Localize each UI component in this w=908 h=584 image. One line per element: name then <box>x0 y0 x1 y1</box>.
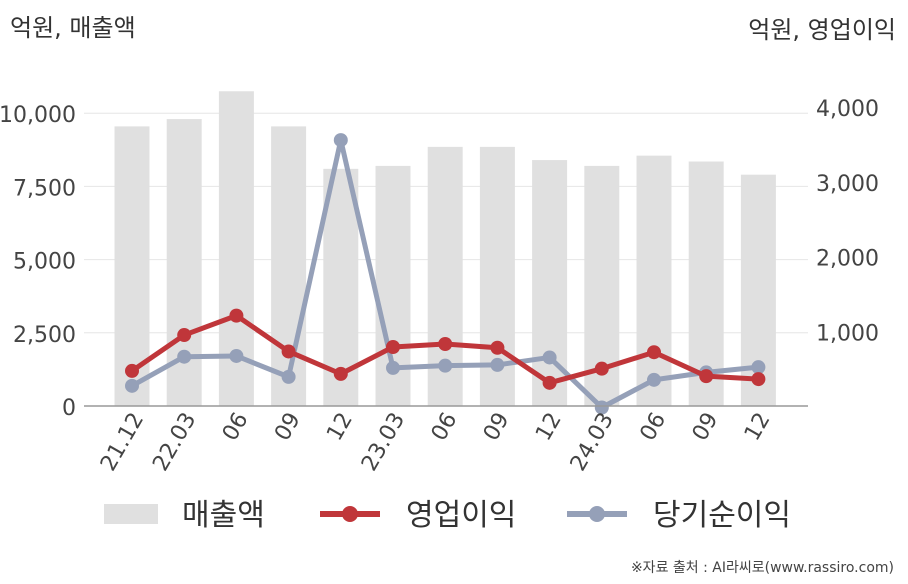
x-tick-label: 09 <box>688 409 724 446</box>
right-tick-label: 4,000 <box>816 97 879 122</box>
legend-marker <box>589 506 605 522</box>
left-tick-label: 2,500 <box>13 323 76 348</box>
bar <box>114 126 150 406</box>
right-axis-title: 억원, 영업이익 <box>748 16 896 44</box>
data-point <box>647 372 661 387</box>
left-tick-label: 10,000 <box>0 103 76 128</box>
x-tick-label: 12 <box>740 409 776 446</box>
data-point <box>438 358 453 373</box>
legend-marker <box>342 506 358 522</box>
data-point <box>125 363 139 378</box>
legend-label: 당기순이익 <box>653 498 791 533</box>
bar <box>688 161 724 406</box>
left-tick-label: 7,500 <box>13 176 76 201</box>
x-tick-label: 09 <box>479 409 515 446</box>
x-tick-label: 06 <box>218 409 254 446</box>
data-point <box>438 337 453 352</box>
source-note: ※자료 출처 : AI라씨로(www.rassiro.com) <box>631 560 894 576</box>
bar <box>271 126 307 406</box>
data-point <box>594 400 609 415</box>
data-point <box>333 133 348 148</box>
data-point <box>125 378 139 393</box>
x-tick-label: 22.03 <box>148 409 201 476</box>
left-tick-label: 0 <box>62 396 76 421</box>
x-tick-label: 06 <box>636 409 672 446</box>
legend-swatch <box>104 504 158 524</box>
line-series <box>125 133 766 415</box>
data-point <box>647 345 661 360</box>
x-tick-label: 21.12 <box>96 409 149 476</box>
left-tick-label: 5,000 <box>13 250 76 275</box>
right-tick-label: 1,000 <box>816 321 879 346</box>
right-tick-label: 3,000 <box>816 172 879 197</box>
bar <box>532 160 568 406</box>
data-point <box>542 350 557 365</box>
x-tick-label: 24.03 <box>566 409 619 476</box>
left-axis-title: 억원, 매출액 <box>10 14 136 42</box>
data-point <box>229 308 244 323</box>
data-point <box>177 328 192 343</box>
bar <box>636 155 672 406</box>
data-point <box>386 339 400 354</box>
legend: 매출액 영업이익 당기순이익 <box>104 498 791 533</box>
data-point <box>490 340 505 355</box>
data-point <box>542 375 557 390</box>
x-tick-label: 09 <box>270 409 306 446</box>
data-point <box>751 360 766 375</box>
data-point <box>333 366 348 381</box>
data-point <box>751 372 766 387</box>
legend-label: 매출액 <box>182 498 265 533</box>
bar-series <box>114 91 776 407</box>
data-point <box>386 360 400 375</box>
data-point <box>177 349 192 364</box>
data-point <box>699 369 714 384</box>
data-point <box>281 344 296 359</box>
legend-label: 영업이익 <box>406 498 516 533</box>
x-tick-label: 06 <box>427 409 463 446</box>
data-point <box>594 361 609 376</box>
x-tick-label: 23.03 <box>357 409 410 476</box>
x-tick-label: 12 <box>531 409 567 446</box>
right-tick-label: 2,000 <box>816 247 879 272</box>
data-point <box>490 357 505 372</box>
data-point <box>281 369 296 384</box>
x-tick-label: 12 <box>322 409 358 446</box>
data-point <box>229 348 244 363</box>
